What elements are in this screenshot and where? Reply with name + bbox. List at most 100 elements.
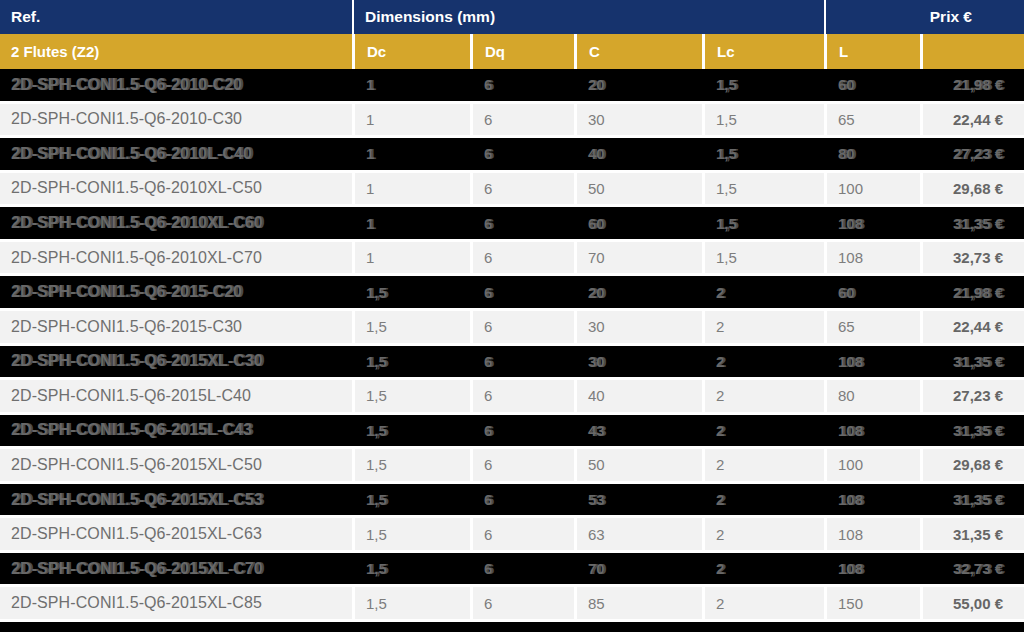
l-cell: 80 [824,138,920,170]
lc-cell: 2 [702,587,824,619]
lc-cell: 2 [702,415,824,447]
dq-cell: 6 [470,484,574,516]
table-row: 2D-SPH-CONI1.5-Q6-2015XL-C70 1,5 6 70 2 … [0,553,1024,588]
price-cell: 32,73 € [920,242,1024,274]
lc-cell: 2 [702,484,824,516]
ref-cell: 2D-SPH-CONI1.5-Q6-2015XL-C30 [0,346,352,378]
lc-cell: 2 [702,518,824,550]
lc-column-header: Lc [702,34,824,69]
dq-cell: 6 [470,449,574,481]
dc-cell: 1 [352,69,470,101]
c-cell: 50 [574,449,702,481]
l-cell: 60 [824,276,920,308]
table-subheader-row: 2 Flutes (Z2) Dc Dq C Lc L [0,34,1024,69]
lc-cell: 1,5 [702,207,824,239]
lc-cell: 1,5 [702,242,824,274]
dq-cell: 6 [470,207,574,239]
l-cell: 108 [824,553,920,585]
price-cell: 55,00 € [920,587,1024,619]
c-cell: 30 [574,104,702,136]
lc-cell: 2 [702,449,824,481]
l-cell: 150 [824,587,920,619]
dc-cell: 1,5 [352,518,470,550]
ref-cell: 2D-SPH-CONI1.5-Q6-2015XL-C53 [0,484,352,516]
lc-cell: 1,5 [702,104,824,136]
c-cell: 85 [574,587,702,619]
dq-cell: 6 [470,380,574,412]
c-cell: 20 [574,69,702,101]
l-cell: 60 [824,69,920,101]
price-cell: 29,68 € [920,449,1024,481]
c-cell: 50 [574,173,702,205]
table-row: 2D-SPH-CONI1.5-Q6-2015-C20 1,5 6 20 2 60… [0,276,1024,311]
dc-cell: 1,5 [352,276,470,308]
table-row: 2D-SPH-CONI1.5-Q6-2015XL-C85 1,5 6 85 2 … [0,587,1024,622]
dq-cell: 6 [470,553,574,585]
dq-cell: 6 [470,415,574,447]
dq-cell: 6 [470,518,574,550]
table-row: 2D-SPH-CONI1.5-Q6-2015-C30 1,5 6 30 2 65… [0,311,1024,346]
dc-cell: 1,5 [352,415,470,447]
c-column-header: C [574,34,702,69]
table-body: 2D-SPH-CONI1.5-Q6-2010-C20 1 6 20 1,5 60… [0,69,1024,622]
price-cell: 27,23 € [920,138,1024,170]
lc-cell: 1,5 [702,138,824,170]
ref-cell: 2D-SPH-CONI1.5-Q6-2010XL-C70 [0,242,352,274]
table-row: 2D-SPH-CONI1.5-Q6-2015XL-C30 1,5 6 30 2 … [0,346,1024,381]
dc-cell: 1,5 [352,311,470,343]
ref-cell: 2D-SPH-CONI1.5-Q6-2010L-C40 [0,138,352,170]
price-column-header: Prix € [824,0,1024,34]
l-cell: 65 [824,104,920,136]
l-cell: 65 [824,311,920,343]
l-cell: 108 [824,346,920,378]
l-column-header: L [824,34,920,69]
flutes-group-label: 2 Flutes (Z2) [0,34,352,69]
price-cell: 22,44 € [920,104,1024,136]
c-cell: 70 [574,242,702,274]
dq-cell: 6 [470,242,574,274]
ref-cell: 2D-SPH-CONI1.5-Q6-2015XL-C50 [0,449,352,481]
table-row: 2D-SPH-CONI1.5-Q6-2015L-C40 1,5 6 40 2 8… [0,380,1024,415]
l-cell: 100 [824,449,920,481]
lc-cell: 2 [702,311,824,343]
dq-cell: 6 [470,346,574,378]
ref-cell: 2D-SPH-CONI1.5-Q6-2010-C30 [0,104,352,136]
l-cell: 100 [824,173,920,205]
dc-cell: 1 [352,138,470,170]
price-cell: 27,23 € [920,380,1024,412]
dc-cell: 1,5 [352,484,470,516]
price-cell: 32,73 € [920,553,1024,585]
l-cell: 108 [824,518,920,550]
price-cell: 31,35 € [920,207,1024,239]
table-row: 2D-SPH-CONI1.5-Q6-2015XL-C53 1,5 6 53 2 … [0,484,1024,519]
ref-cell: 2D-SPH-CONI1.5-Q6-2010XL-C50 [0,173,352,205]
product-price-table: Ref. Dimensions (mm) Prix € 2 Flutes (Z2… [0,0,1024,632]
ref-cell: 2D-SPH-CONI1.5-Q6-2015L-C40 [0,380,352,412]
price-cell: 31,35 € [920,346,1024,378]
dc-cell: 1 [352,207,470,239]
ref-cell: 2D-SPH-CONI1.5-Q6-2010-C20 [0,69,352,101]
l-cell: 80 [824,380,920,412]
price-cell: 31,35 € [920,415,1024,447]
l-cell: 108 [824,415,920,447]
ref-cell: 2D-SPH-CONI1.5-Q6-2010XL-C60 [0,207,352,239]
table-row: 2D-SPH-CONI1.5-Q6-2010XL-C60 1 6 60 1,5 … [0,207,1024,242]
dq-column-header: Dq [470,34,574,69]
ref-cell: 2D-SPH-CONI1.5-Q6-2015L-C43 [0,415,352,447]
dq-cell: 6 [470,311,574,343]
c-cell: 20 [574,276,702,308]
dimensions-column-header: Dimensions (mm) [352,0,824,34]
lc-cell: 2 [702,380,824,412]
c-cell: 30 [574,346,702,378]
ref-cell: 2D-SPH-CONI1.5-Q6-2015XL-C85 [0,587,352,619]
price-cell: 31,35 € [920,518,1024,550]
table-row: 2D-SPH-CONI1.5-Q6-2015XL-C63 1,5 6 63 2 … [0,518,1024,553]
table-row: 2D-SPH-CONI1.5-Q6-2010XL-C70 1 6 70 1,5 … [0,242,1024,277]
dq-cell: 6 [470,104,574,136]
dq-cell: 6 [470,69,574,101]
l-cell: 108 [824,207,920,239]
c-cell: 60 [574,207,702,239]
lc-cell: 1,5 [702,69,824,101]
dq-cell: 6 [470,138,574,170]
dc-cell: 1,5 [352,380,470,412]
